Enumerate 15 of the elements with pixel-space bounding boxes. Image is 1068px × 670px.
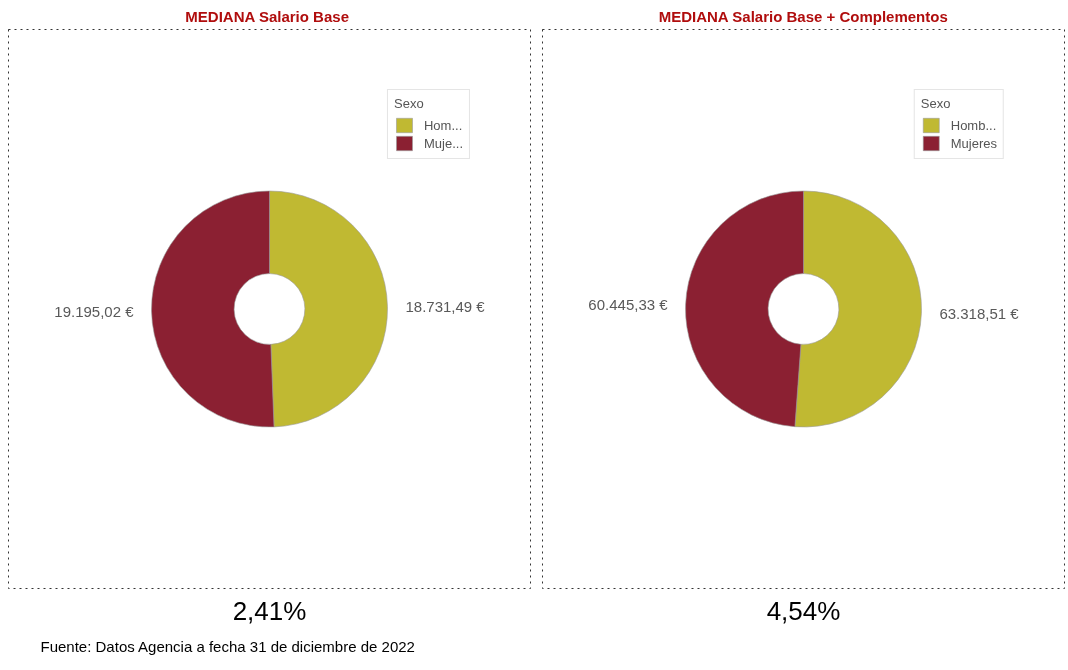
legend-label: Hom... [423,117,463,133]
legend-title: Sexo [920,96,952,111]
legend-label: Mujeres [950,135,997,151]
legend-title: Sexo [393,96,425,111]
legend-label: Homb... [950,117,997,133]
text: 2,41% [232,595,307,626]
text: 4,54% [766,595,841,626]
chart-title: MEDIANA Salario Base + Complementos [658,7,948,25]
data-label: 19.195,02 € [54,303,135,321]
chart-title: MEDIANA Salario Base [185,7,349,25]
data-label: 60.445,33 € [588,295,669,313]
data-label: 18.731,49 € [405,297,486,315]
source-note: Fuente: Datos Agencia a fecha 31 de diciembre de 2022 [40,637,415,655]
data-label: 63.318,51 € [939,305,1020,323]
legend-label: Muje... [423,135,463,151]
